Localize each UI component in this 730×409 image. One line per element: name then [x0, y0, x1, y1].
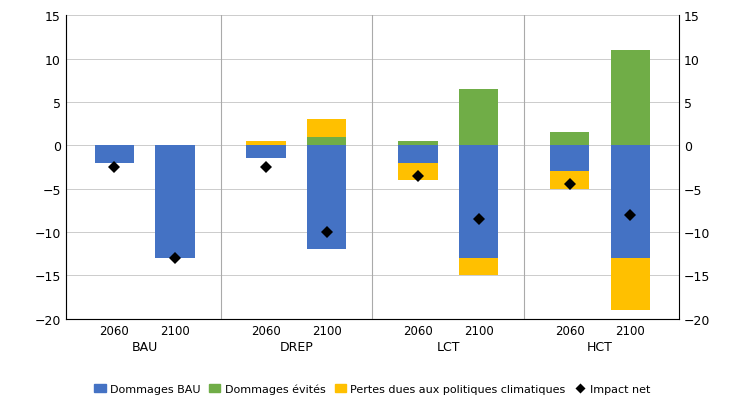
Bar [459, 146, 499, 258]
Bar [550, 172, 589, 189]
Text: HCT: HCT [587, 341, 613, 354]
Bar [307, 120, 347, 137]
Bar [398, 163, 437, 181]
Bar [550, 133, 589, 146]
Bar [246, 142, 285, 146]
Text: BAU: BAU [131, 341, 158, 354]
Bar [610, 258, 650, 310]
Bar [307, 146, 347, 250]
Bar [398, 142, 437, 146]
Bar [459, 258, 499, 276]
Bar [398, 146, 437, 163]
Bar [307, 137, 347, 146]
Bar [610, 51, 650, 146]
Legend: Dommages BAU, Dommages évités, Pertes dues aux politiques climatiques, Impact ne: Dommages BAU, Dommages évités, Pertes du… [90, 379, 655, 398]
Bar [459, 90, 499, 146]
Text: LCT: LCT [437, 341, 460, 354]
Bar [95, 146, 134, 163]
Bar [610, 146, 650, 258]
Text: DREP: DREP [280, 341, 313, 354]
Bar [246, 146, 285, 159]
Bar [155, 146, 195, 258]
Bar [550, 146, 589, 172]
